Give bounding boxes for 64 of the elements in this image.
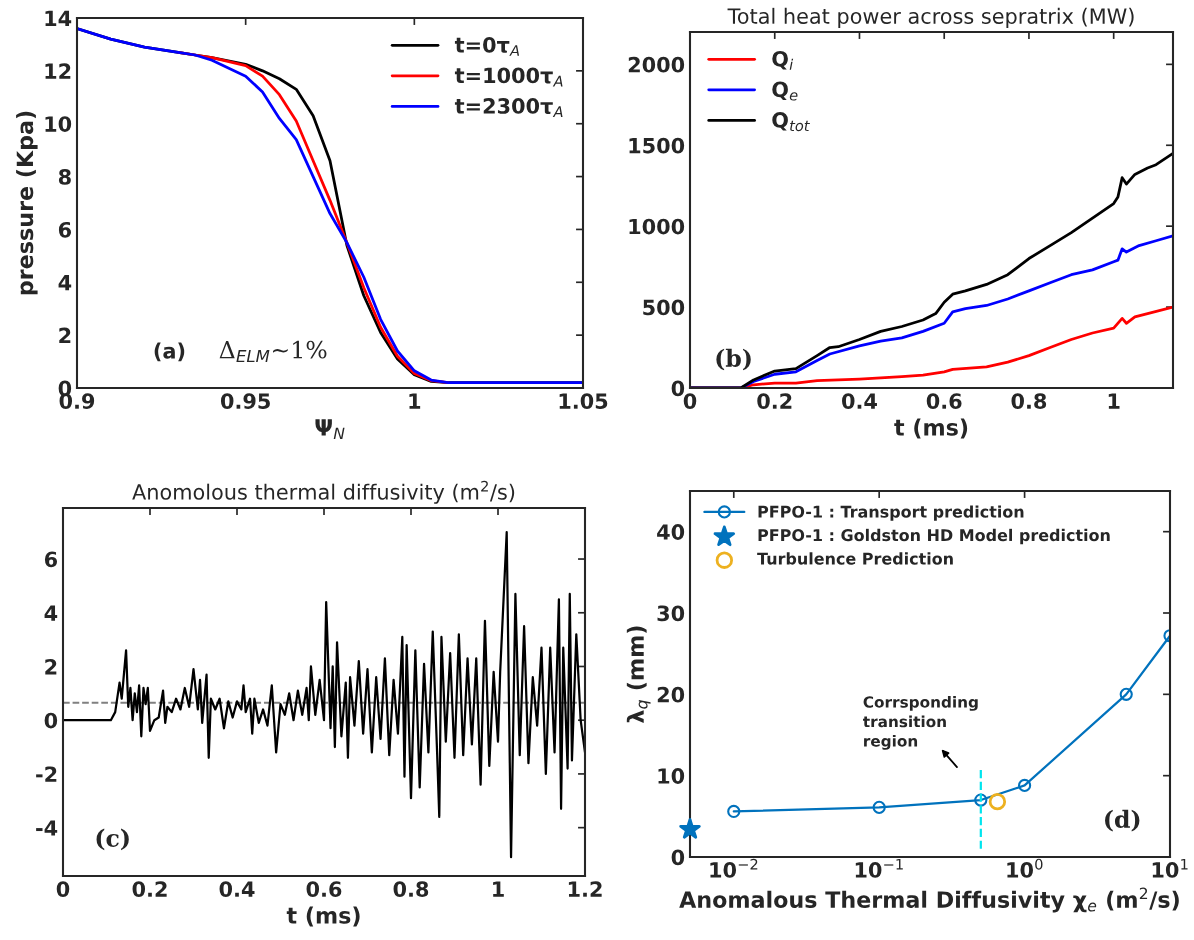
- x-tick-label: 1: [493, 881, 504, 897]
- y-tick-label: 2000: [628, 56, 685, 73]
- y-axis-title: pressure (Kpa): [16, 111, 38, 295]
- y-tick-label: -4: [36, 820, 58, 836]
- x-tick-label: 0.6: [926, 393, 962, 409]
- annotation: (c): [96, 828, 129, 851]
- legend-label: Q$_{i}$: [772, 50, 794, 70]
- x-tick-label: 10$^{−1}$: [855, 858, 903, 878]
- annotation: Corrsponding transition region: [863, 695, 978, 750]
- y-tick-label: 500: [643, 299, 685, 316]
- y-tick-label: 6: [58, 221, 72, 238]
- x-tick-label: 10$^{1}$: [1152, 858, 1188, 878]
- x-tick-label: 1: [409, 393, 421, 409]
- legend-label: t=2300τ$_{A}$: [454, 98, 563, 117]
- y-tick-label: 12: [45, 63, 71, 79]
- x-tick-label: 0.2: [757, 393, 792, 409]
- x-axis-title: Ψ$_{N}$: [315, 419, 345, 440]
- x-tick-label: 0.6: [306, 881, 342, 897]
- x-tick-label: 10$^{0}$: [1007, 858, 1043, 878]
- legend-label: PFPO-1 : Goldston HD Model prediction: [758, 528, 1110, 545]
- annotation: Δ$_{ELM}$~1%: [219, 340, 327, 363]
- legend-label: Q$_{tot}$: [772, 112, 810, 132]
- x-tick-label: 0.95: [220, 393, 270, 409]
- x-tick-label: 1.2: [568, 881, 602, 897]
- y-tick-label: 0: [44, 712, 58, 729]
- annotation: (d): [1105, 809, 1140, 832]
- chart-title: Total heat power across sepratrix (MW): [727, 7, 1134, 28]
- legend-label: PFPO-1 : Transport prediction: [758, 505, 1024, 521]
- annotation: (b): [716, 348, 751, 371]
- x-tick-label: 10$^{−2}$: [710, 858, 758, 878]
- y-tick-label: 14: [45, 10, 72, 26]
- y-tick-label: 30: [657, 605, 685, 622]
- y-tick-label: 10: [45, 116, 72, 132]
- y-tick-label: -2: [36, 766, 57, 782]
- y-tick-label: 4: [58, 275, 72, 291]
- y-tick-label: 0: [671, 380, 685, 397]
- y-tick-label: 2: [45, 658, 57, 675]
- y-tick-label: 10: [658, 768, 685, 784]
- x-tick-label: 1: [1108, 393, 1120, 409]
- y-tick-label: 4: [44, 605, 58, 621]
- x-tick-label: 0: [683, 393, 697, 409]
- x-axis-title: t (ms): [894, 418, 968, 439]
- x-tick-label: 0.4: [842, 393, 877, 409]
- y-tick-label: 2: [59, 327, 71, 344]
- x-tick-label: 0.4: [219, 881, 255, 897]
- y-tick-label: 6: [44, 551, 58, 568]
- legend-label: Turbulence Prediction: [757, 552, 953, 565]
- x-axis-title: Anomalous Thermal Diffusivity χ$_{e}$ (m$^{2}$/s): [679, 887, 1179, 913]
- x-tick-label: 0.8: [1011, 393, 1047, 409]
- y-tick-label: 40: [657, 524, 685, 540]
- x-tick-label: 1.05: [559, 393, 608, 409]
- legend-label: t=1000τ$_{A}$: [454, 67, 563, 87]
- x-tick-label: 0.8: [393, 881, 429, 897]
- legend-label: t=0τ$_{A}$: [454, 36, 520, 56]
- y-tick-label: 1500: [629, 137, 685, 154]
- x-axis-title: t (ms): [286, 906, 360, 927]
- y-axis-title: λ$_{q}$ (mm): [626, 626, 651, 723]
- y-tick-label: 1000: [629, 218, 685, 235]
- legend-label: Q$_{e}$: [772, 81, 798, 101]
- x-tick-label: 0.2: [132, 881, 167, 897]
- y-tick-label: 8: [58, 169, 71, 185]
- annotation: (a): [154, 342, 185, 362]
- chart-title: Anomolous thermal diffusivity (m$^{2}$/s): [132, 480, 515, 504]
- y-tick-label: 20: [657, 686, 685, 703]
